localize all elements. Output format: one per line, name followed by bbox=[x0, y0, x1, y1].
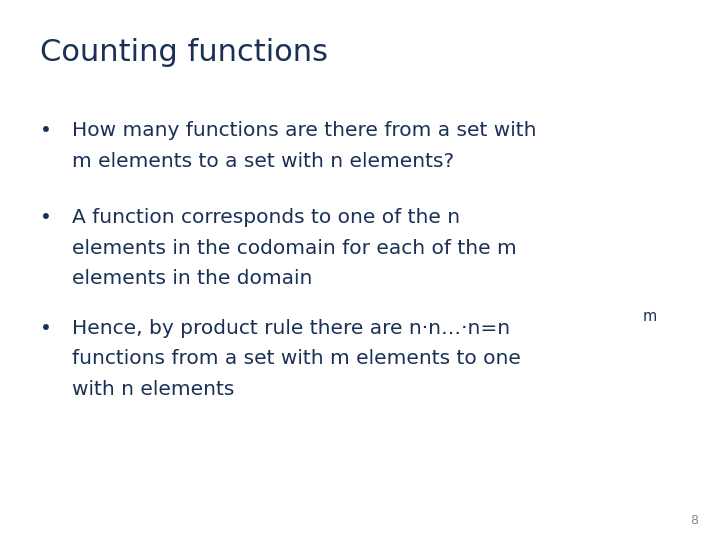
Text: 8: 8 bbox=[690, 514, 698, 526]
Text: functions from a set with m elements to one: functions from a set with m elements to … bbox=[72, 349, 521, 368]
Text: with n elements: with n elements bbox=[72, 380, 235, 399]
Text: Hence, by product rule there are n·n…·n=n: Hence, by product rule there are n·n…·n=… bbox=[72, 319, 510, 338]
Text: •: • bbox=[40, 208, 51, 227]
Text: Counting functions: Counting functions bbox=[40, 38, 328, 67]
Text: elements in the domain: elements in the domain bbox=[72, 269, 312, 288]
Text: •: • bbox=[40, 319, 51, 338]
Text: m: m bbox=[643, 309, 657, 324]
Text: m elements to a set with n elements?: m elements to a set with n elements? bbox=[72, 152, 454, 171]
Text: A function corresponds to one of the n: A function corresponds to one of the n bbox=[72, 208, 460, 227]
Text: elements in the codomain for each of the m: elements in the codomain for each of the… bbox=[72, 239, 517, 258]
Text: How many functions are there from a set with: How many functions are there from a set … bbox=[72, 122, 536, 140]
Text: •: • bbox=[40, 122, 51, 140]
